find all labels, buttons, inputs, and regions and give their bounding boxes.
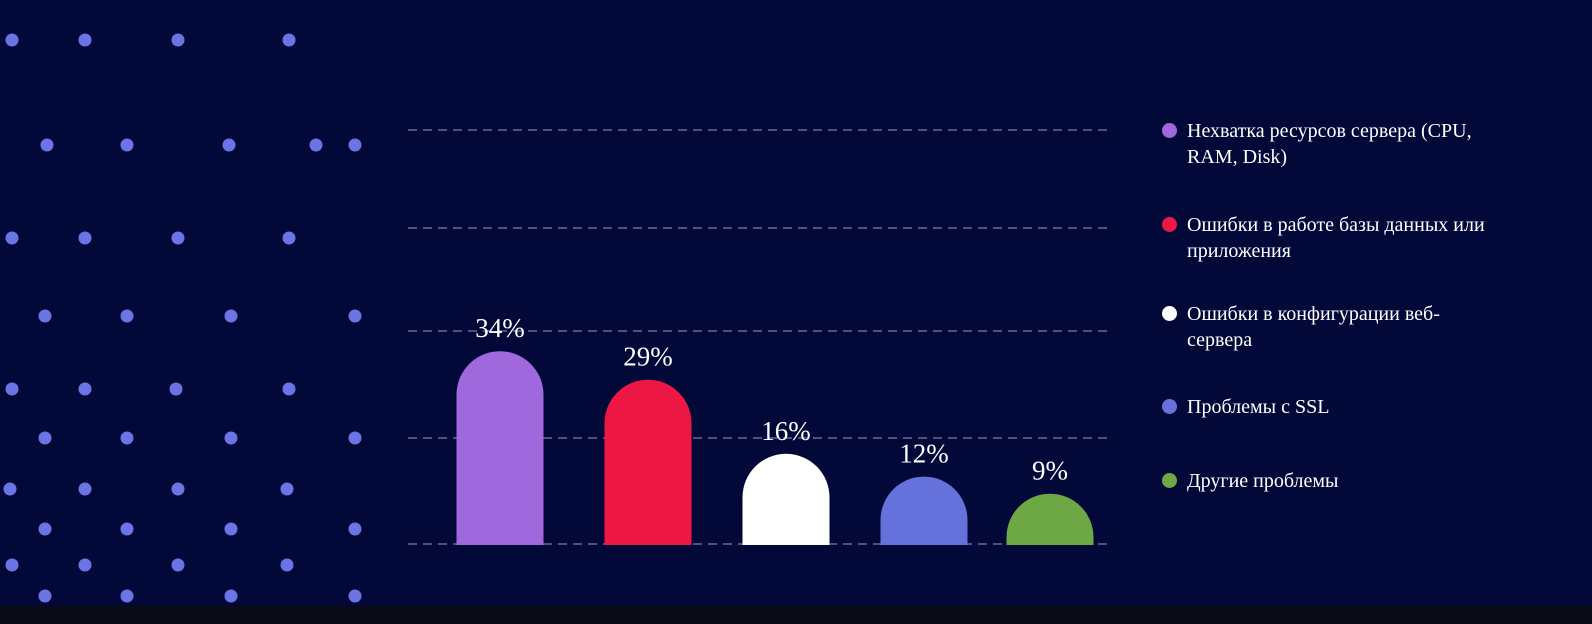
value-label: 16% — [761, 416, 811, 446]
decor-dot — [78, 382, 92, 396]
decor-dot — [282, 382, 296, 396]
decor-dot — [224, 431, 238, 445]
decor-dot — [348, 138, 362, 152]
decor-dot — [348, 522, 362, 536]
decor-dot — [38, 522, 52, 536]
legend-label: Ошибки в конфигурации веб-сервера — [1187, 303, 1440, 351]
legend-item: Ошибки в конфигурации веб-сервера — [1160, 301, 1500, 353]
decor-dot — [3, 482, 17, 496]
decor-dot — [348, 309, 362, 323]
value-label: 29% — [623, 342, 673, 372]
legend-swatch — [1162, 123, 1177, 138]
bottom-strip — [0, 606, 1592, 624]
decor-dot — [224, 589, 238, 603]
bar — [604, 379, 692, 545]
decor-dot — [222, 138, 236, 152]
legend-swatch — [1162, 217, 1177, 232]
legend-swatch — [1162, 399, 1177, 414]
value-label: 12% — [899, 439, 949, 469]
decor-dot — [78, 558, 92, 572]
decor-dot — [78, 482, 92, 496]
decor-dot — [224, 309, 238, 323]
decor-dot — [280, 558, 294, 572]
decor-dot — [78, 231, 92, 245]
legend-item: Проблемы с SSL — [1160, 394, 1500, 420]
decor-dot — [5, 558, 19, 572]
bar — [880, 476, 968, 545]
decor-dot — [348, 431, 362, 445]
decor-dot — [120, 431, 134, 445]
decor-dot — [171, 33, 185, 47]
legend-label: Проблемы с SSL — [1187, 396, 1330, 418]
decor-dot — [120, 309, 134, 323]
bar — [456, 351, 544, 545]
value-label: 34% — [475, 313, 525, 343]
decor-dot — [5, 231, 19, 245]
decor-dot — [282, 33, 296, 47]
decor-dot — [120, 522, 134, 536]
value-label: 9% — [1032, 456, 1068, 486]
decor-dot — [38, 589, 52, 603]
decor-dot — [5, 382, 19, 396]
decor-dot — [224, 522, 238, 536]
legend-item: Нехватка ресурсов сервера (CPU, RAM, Dis… — [1160, 118, 1500, 170]
decor-dot — [171, 558, 185, 572]
legend-label: Другие проблемы — [1187, 470, 1339, 492]
decor-dot — [5, 33, 19, 47]
bar — [742, 453, 830, 545]
decor-dot — [38, 309, 52, 323]
decor-dot — [348, 589, 362, 603]
legend-swatch — [1162, 306, 1177, 321]
decor-dot — [40, 138, 54, 152]
decor-dot — [171, 482, 185, 496]
legend-item: Ошибки в работе базы данных или приложен… — [1160, 212, 1500, 264]
legend-swatch — [1162, 473, 1177, 488]
decor-dot — [280, 482, 294, 496]
decor-dot — [171, 231, 185, 245]
decor-dot — [120, 589, 134, 603]
legend-label: Нехватка ресурсов сервера (CPU, RAM, Dis… — [1187, 120, 1472, 168]
legend-label: Ошибки в работе базы данных или приложен… — [1187, 214, 1485, 262]
decor-dot — [78, 33, 92, 47]
legend-item: Другие проблемы — [1160, 468, 1500, 494]
bar — [1006, 493, 1094, 545]
decor-dot — [120, 138, 134, 152]
decor-dot — [169, 382, 183, 396]
decor-dot — [282, 231, 296, 245]
decor-dot — [309, 138, 323, 152]
decor-dot — [38, 431, 52, 445]
